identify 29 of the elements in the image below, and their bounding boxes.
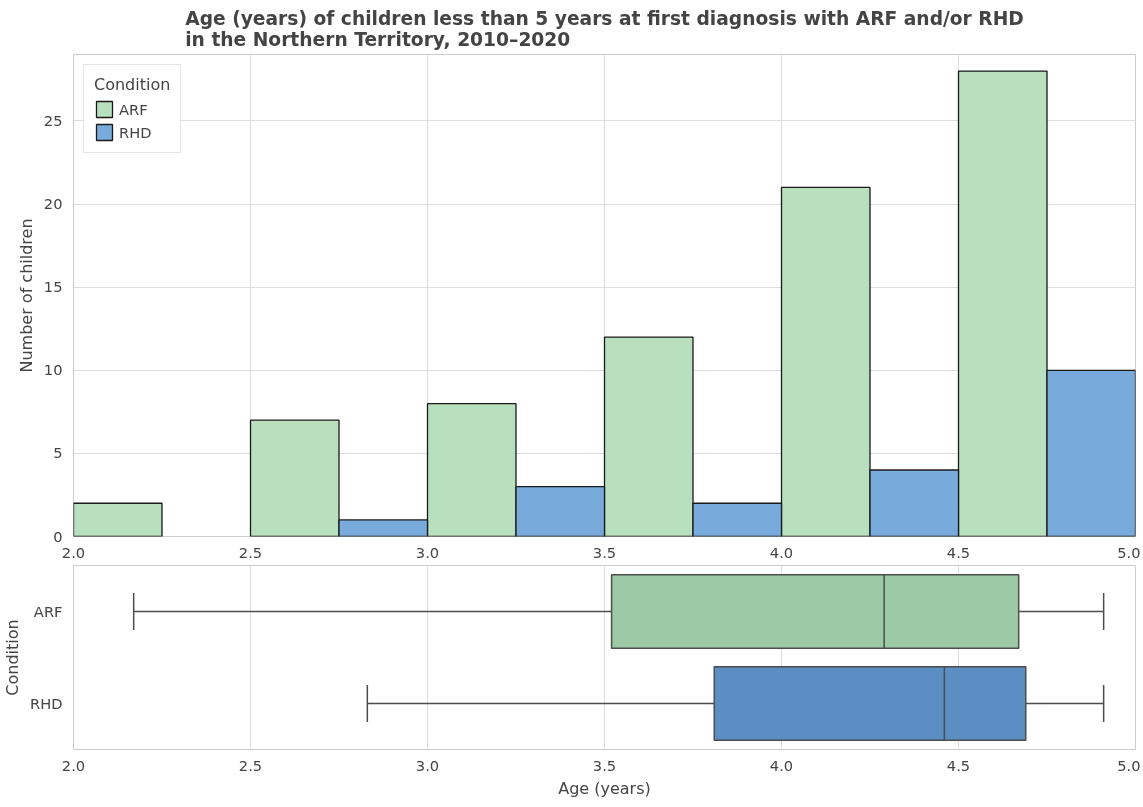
y-tick-label: 0 xyxy=(53,527,63,545)
x-tick-label: 4.0 xyxy=(769,756,794,774)
x-tick-label: 3.0 xyxy=(415,543,440,561)
x-tick-label: 4.5 xyxy=(946,756,971,774)
legend-label: RHD xyxy=(119,123,152,141)
x-tick-label: 3.0 xyxy=(415,756,440,774)
y-tick-label: RHD xyxy=(30,695,63,712)
y-tick-label: 10 xyxy=(43,361,63,379)
x-tick-label: 2.5 xyxy=(238,756,263,774)
legend-title: Condition xyxy=(94,75,171,94)
x-tick-label: 2.0 xyxy=(61,756,86,774)
x-tick-label: 5.0 xyxy=(1117,756,1141,774)
y-tick-label: 15 xyxy=(43,278,63,296)
y-tick-label: 5 xyxy=(53,444,63,462)
y-tick-label: 20 xyxy=(43,195,63,213)
x-axis-title: Age (years) xyxy=(558,778,651,798)
chart-title: Age (years) of children less than 5 years at first diagnosis with ARF and/or RHD in the Northern Territory, 2010–2020 xyxy=(185,7,1024,50)
x-tick-label: 2.0 xyxy=(61,543,86,561)
y-axis-title: Number of children xyxy=(16,218,36,373)
x-tick-label: 4.5 xyxy=(946,543,971,561)
legend-label: ARF xyxy=(119,100,148,118)
x-tick-label: 5.0 xyxy=(1117,543,1141,561)
x-tick-label: 4.0 xyxy=(769,543,794,561)
y-axis-title: Condition xyxy=(3,619,23,696)
y-tick-label: 25 xyxy=(43,111,63,129)
x-tick-label: 3.5 xyxy=(592,756,617,774)
y-tick-label: ARF xyxy=(33,603,63,620)
x-tick-label: 2.5 xyxy=(238,543,263,561)
x-tick-label: 3.5 xyxy=(592,543,617,561)
